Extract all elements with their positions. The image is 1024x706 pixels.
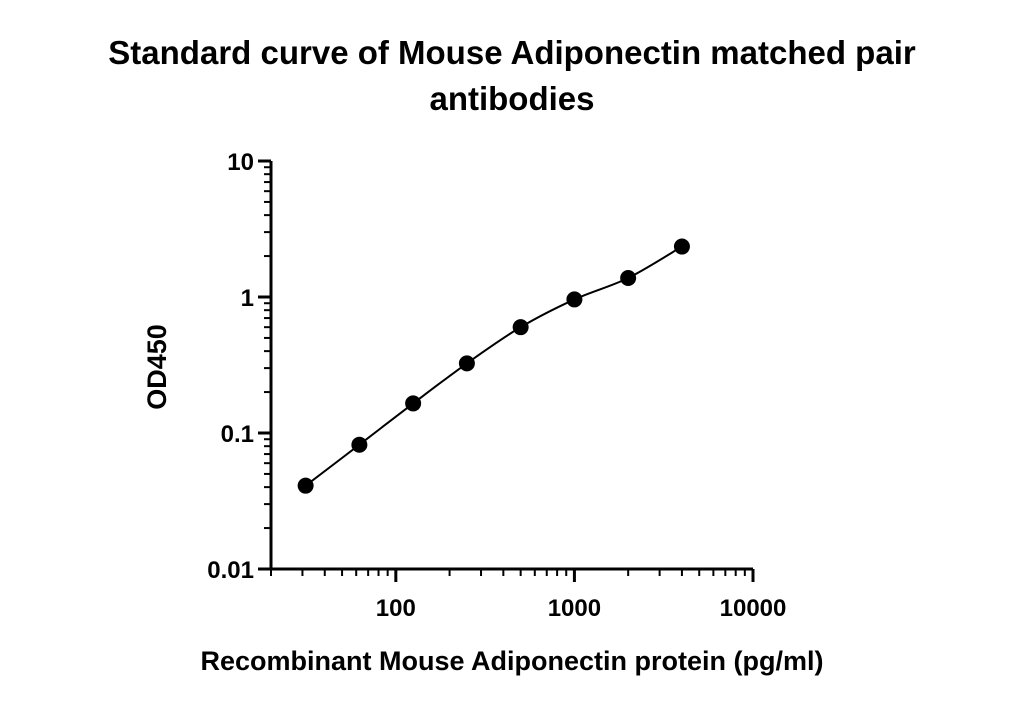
data-point <box>512 319 529 336</box>
x-axis-label: Recombinant Mouse Adiponectin protein (p… <box>201 646 824 676</box>
data-point <box>458 355 475 372</box>
y-tick-label: 1 <box>241 285 254 312</box>
data-point <box>405 395 422 412</box>
x-tick-label: 100 <box>376 595 416 622</box>
x-tick-label: 10000 <box>720 595 787 622</box>
data-point <box>673 238 690 255</box>
y-tick-label: 0.1 <box>221 421 254 448</box>
chart-title-line-2: antibodies <box>429 80 595 117</box>
data-points-layer <box>297 238 690 494</box>
y-axis-label: OD450 <box>142 324 172 410</box>
chart-title: Standard curve of Mouse Adiponectin matc… <box>0 30 1024 122</box>
x-tick-label: 1000 <box>548 595 601 622</box>
y-tick-label: 0.01 <box>207 557 254 584</box>
chart-title-line-1: Standard curve of Mouse Adiponectin matc… <box>108 34 916 71</box>
data-point <box>566 291 583 308</box>
data-point <box>351 436 368 453</box>
y-tick-label: 10 <box>227 149 254 176</box>
axes: 10 1 0.1 0.01 100 1000 10000 <box>207 149 786 622</box>
data-point <box>297 477 314 494</box>
data-point <box>620 269 637 286</box>
